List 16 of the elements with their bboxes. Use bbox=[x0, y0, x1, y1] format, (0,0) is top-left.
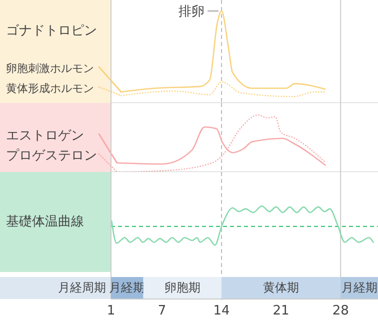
band-label: 卵胞期 bbox=[164, 280, 200, 294]
text: ゴナドトロピン bbox=[6, 23, 97, 38]
x-tick-label: 28 bbox=[332, 304, 349, 319]
band-label: 黄体期 bbox=[263, 280, 300, 294]
x-tick-label: 21 bbox=[272, 304, 290, 319]
text: エストロゲン bbox=[6, 128, 84, 144]
text: 卵胞刺激ホルモン bbox=[6, 62, 94, 76]
x-tick-label: 14 bbox=[213, 304, 230, 319]
band-label: 月経期 bbox=[341, 280, 378, 294]
x-tick-label: 1 bbox=[106, 304, 116, 319]
x-axis-title: 月経周期 bbox=[58, 280, 106, 294]
text: 基礎体温曲線 bbox=[6, 214, 84, 230]
ref-line-label: 排卵 bbox=[178, 4, 205, 20]
legend-label: プロゲステロン bbox=[6, 148, 97, 164]
legend-label: 黄体形成ホルモン bbox=[6, 82, 94, 96]
x-tick-label: 7 bbox=[158, 304, 166, 319]
